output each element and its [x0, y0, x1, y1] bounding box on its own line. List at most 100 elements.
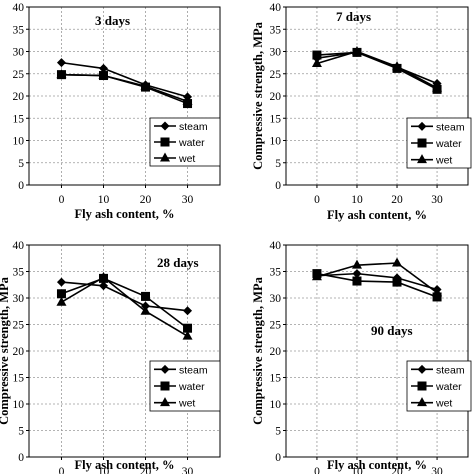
data-point-wet [351, 259, 362, 269]
y-tick-label: 5 [275, 158, 281, 170]
legend-label-steam: steam [179, 121, 208, 133]
x-tick-label: 30 [182, 466, 194, 474]
x-axis-title: Fly ash content, % [75, 207, 175, 221]
data-point-wet [140, 305, 151, 315]
series-line-steam [61, 281, 188, 312]
legend-marker-water [417, 381, 427, 391]
data-point-wet [351, 46, 362, 55]
panel-title: 90 days [371, 323, 413, 338]
legend-label-water: water [178, 137, 205, 149]
x-tick-label: 0 [59, 466, 65, 474]
legend-marker-water [160, 137, 170, 147]
legend-label-water: water [178, 381, 205, 393]
series-line-water [61, 73, 188, 105]
legend-marker-steam [160, 364, 170, 374]
y-tick-label: 40 [270, 2, 282, 14]
data-point-steam [56, 58, 66, 68]
x-tick-label: 10 [351, 466, 363, 474]
x-tick-label: 20 [140, 466, 152, 474]
data-point-steam [98, 281, 108, 291]
x-tick-label: 0 [314, 466, 320, 474]
y-tick-label: 40 [13, 2, 25, 14]
data-point-steam [352, 269, 362, 279]
legend-label-wet: wet [435, 398, 452, 410]
y-tick-label: 10 [13, 399, 25, 411]
data-point-wet [392, 61, 403, 71]
data-point-wet [98, 271, 109, 281]
data-point-wet [182, 95, 193, 105]
y-tick-label: 30 [270, 293, 282, 305]
legend: steam water wet [149, 360, 221, 412]
data-point-water [141, 291, 151, 301]
x-tick-label: 0 [314, 194, 320, 206]
y-tick-label: 5 [275, 426, 281, 438]
panel-3: 0 5 10 15 20 25 30 35 40 0 10 20 30 Fly ash content, … [0, 240, 221, 474]
y-tick-label: 25 [13, 69, 25, 81]
data-point-wet [140, 80, 151, 90]
series-line-wet [316, 50, 438, 89]
data-point-wet [432, 82, 443, 92]
y-axis-title: Compressive strength, MPa [251, 21, 265, 170]
y-tick-label: 20 [270, 346, 282, 358]
legend: steam water wet [406, 117, 472, 169]
x-tick-label: 20 [391, 194, 403, 206]
legend-label-steam: steam [436, 121, 465, 133]
data-point-steam [98, 63, 108, 73]
y-tick-label: 35 [270, 24, 282, 36]
series-line-wet [61, 73, 188, 103]
legend-label-steam: steam [179, 364, 208, 376]
y-tick-label: 0 [275, 180, 281, 192]
y-tick-label: 5 [18, 426, 24, 438]
legend-label-wet: wet [435, 155, 452, 167]
data-point-wet [311, 271, 322, 281]
y-tick-label: 5 [18, 158, 24, 170]
x-tick-label: 10 [351, 194, 363, 206]
y-tick-label: 10 [270, 399, 282, 411]
series-line-water [316, 51, 438, 91]
panel-1: 0 5 10 15 20 25 30 35 40 0 10 20 30 Fly ash content, … [13, 2, 221, 221]
panel-title: 7 days [336, 9, 371, 24]
y-tick-label: 25 [270, 320, 282, 332]
data-point-wet [98, 70, 109, 80]
y-tick-label: 15 [270, 113, 282, 125]
data-point-steam [56, 277, 66, 287]
x-tick-label: 10 [98, 194, 110, 206]
legend-label-wet: wet [178, 398, 195, 410]
panel-4: 0 5 10 15 20 25 30 35 40 0 10 20 30 Fly ash content, … [251, 240, 472, 474]
panel-2: 0 5 10 15 20 25 30 35 40 0 10 20 30 Fly ash content, … [251, 2, 472, 222]
y-tick-label: 10 [13, 136, 25, 148]
series-water [312, 47, 442, 94]
data-point-water [392, 277, 402, 287]
legend-marker-water [417, 138, 427, 148]
series-line-wet [316, 262, 438, 294]
legend-marker-wet [160, 397, 170, 407]
y-tick-label: 15 [13, 373, 25, 385]
y-tick-label: 35 [13, 24, 25, 36]
y-tick-label: 35 [270, 267, 282, 279]
data-point-water [432, 292, 442, 302]
y-tick-label: 20 [13, 91, 25, 103]
data-point-water [312, 50, 322, 60]
series-line-steam [316, 272, 438, 291]
legend: steam water wet [149, 117, 221, 167]
series-wet [311, 257, 443, 297]
x-tick-label: 20 [140, 194, 152, 206]
panel-title: 28 days [157, 255, 199, 270]
legend-marker-water [160, 381, 170, 391]
series-line-wet [61, 276, 188, 337]
y-tick-label: 40 [13, 240, 25, 252]
series-line-water [316, 272, 438, 298]
series-line-steam [61, 61, 188, 98]
y-axis-title: Compressive strength, MPa [0, 276, 11, 425]
data-point-wet [56, 296, 67, 306]
data-point-wet [182, 330, 193, 340]
legend-marker-steam [160, 121, 170, 131]
data-point-steam [183, 306, 193, 316]
y-tick-label: 25 [13, 320, 25, 332]
y-axis-title: Compressive strength, MPa [251, 276, 265, 425]
data-point-wet [56, 69, 67, 79]
y-tick-label: 15 [13, 113, 25, 125]
legend-marker-steam [417, 364, 427, 374]
x-axis-title: Fly ash content, % [327, 458, 427, 472]
